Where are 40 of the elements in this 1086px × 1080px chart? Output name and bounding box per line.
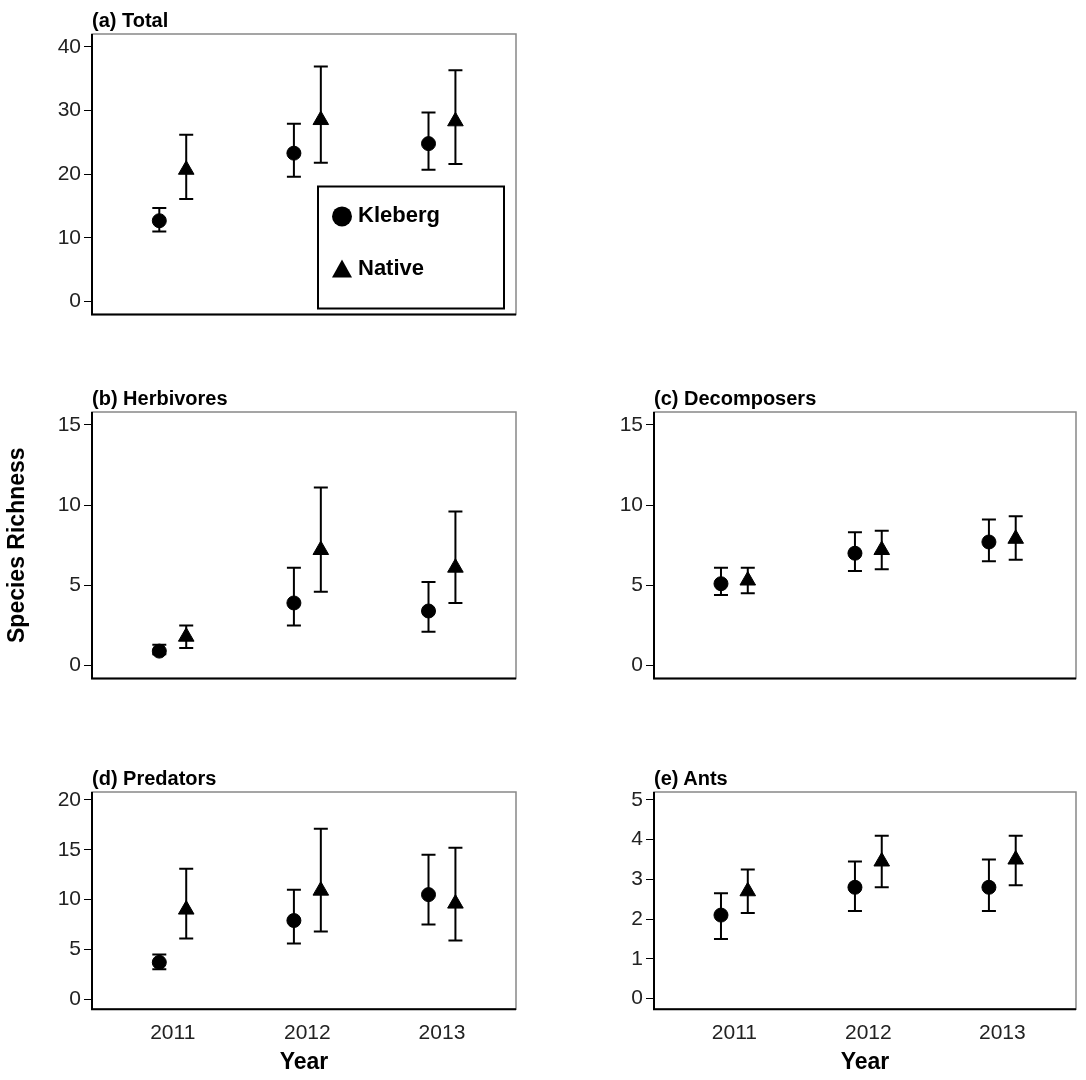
- y-tick-label: 5: [631, 786, 643, 810]
- y-axis-title: Species Richness: [3, 447, 30, 643]
- y-tick-label: 30: [57, 97, 81, 121]
- x-axis-title: Year: [279, 1047, 329, 1074]
- chart-title: (c) Decomposers: [654, 386, 817, 409]
- y-tick-label: 0: [69, 288, 81, 312]
- y-tick-label: 15: [57, 411, 81, 435]
- y-tick-label: 0: [69, 652, 81, 676]
- y-tick-label: 0: [631, 652, 643, 676]
- x-tick-label: 2012: [284, 1019, 331, 1043]
- y-tick-label: 5: [69, 936, 81, 960]
- x-tick-label: 2011: [150, 1019, 196, 1043]
- y-tick-label: 20: [57, 786, 81, 810]
- x-tick-label: 2013: [418, 1019, 466, 1043]
- y-tick-label: 20: [57, 161, 81, 184]
- legend-label: Kleberg: [358, 202, 440, 228]
- y-tick-label: 10: [57, 886, 81, 910]
- x-axis-title: Year: [840, 1047, 890, 1074]
- y-tick-label: 5: [69, 572, 81, 596]
- y-tick-label: 1: [631, 945, 643, 969]
- y-tick-label: 4: [631, 826, 644, 850]
- legend-label: Native: [358, 255, 425, 281]
- y-tick-label: 10: [57, 224, 81, 248]
- y-tick-label: 15: [619, 411, 643, 435]
- y-tick-label: 0: [631, 985, 643, 1009]
- y-tick-label: 5: [631, 572, 643, 596]
- chart-title: (a) Total: [92, 8, 169, 31]
- x-tick-label: 2011: [711, 1019, 757, 1043]
- y-tick-label: 10: [619, 491, 643, 515]
- y-tick-label: 10: [57, 491, 81, 515]
- y-tick-label: 15: [57, 836, 81, 860]
- chart-title: (e) Ants: [654, 766, 728, 789]
- x-tick-label: 2013: [978, 1019, 1026, 1043]
- chart-title: (d) Predators: [92, 766, 217, 789]
- x-tick-label: 2012: [844, 1019, 892, 1043]
- chart-title: (b) Herbivores: [92, 386, 228, 409]
- y-tick-label: 3: [631, 866, 643, 890]
- y-tick-label: 2: [631, 905, 643, 929]
- y-tick-label: 0: [69, 986, 81, 1010]
- y-tick-label: 40: [57, 33, 81, 57]
